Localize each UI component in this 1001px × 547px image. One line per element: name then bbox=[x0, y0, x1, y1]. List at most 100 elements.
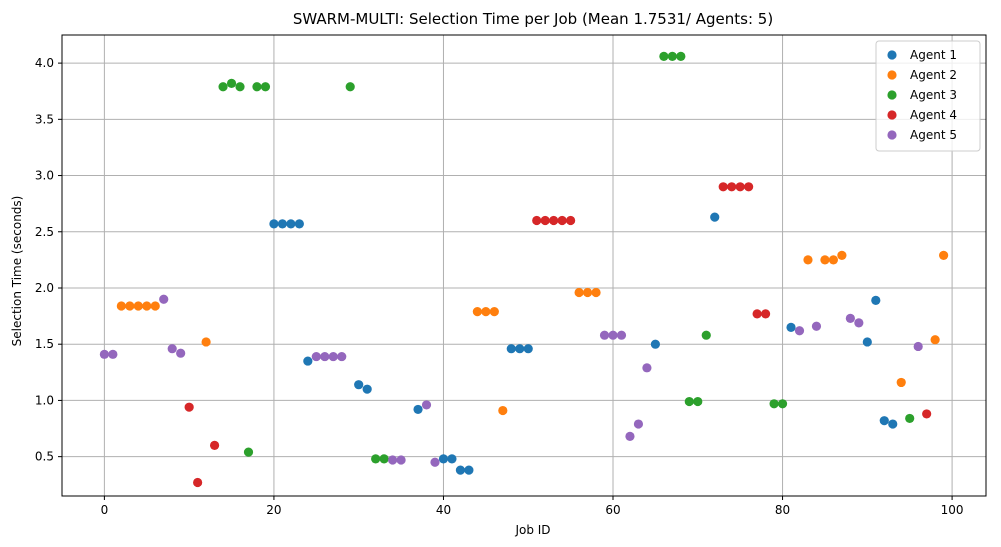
data-point-agent-4 bbox=[549, 215, 559, 226]
data-point-agent-5 bbox=[328, 351, 338, 362]
data-point-agent-2 bbox=[828, 255, 839, 265]
data-point-agent-5 bbox=[159, 294, 169, 304]
data-point-agent-2 bbox=[133, 301, 143, 311]
legend-label: Agent 5 bbox=[910, 128, 957, 142]
data-point-agent-2 bbox=[489, 307, 499, 317]
legend-label: Agent 4 bbox=[910, 108, 957, 122]
y-tick-label: 0.5 bbox=[35, 450, 54, 464]
data-point-agent-3 bbox=[260, 82, 271, 92]
data-point-agent-3 bbox=[676, 51, 686, 61]
data-point-agent-1 bbox=[786, 322, 796, 332]
data-point-agent-5 bbox=[633, 419, 644, 429]
legend-marker bbox=[887, 110, 897, 120]
data-point-agent-4 bbox=[566, 215, 576, 226]
data-point-agent-5 bbox=[176, 348, 186, 358]
data-point-agent-5 bbox=[311, 351, 321, 362]
y-tick-label: 3.0 bbox=[35, 169, 54, 183]
data-point-agent-5 bbox=[811, 321, 822, 331]
legend-label: Agent 3 bbox=[910, 88, 957, 102]
data-point-agent-3 bbox=[777, 399, 788, 409]
data-point-agent-2 bbox=[150, 301, 160, 311]
data-point-agent-1 bbox=[447, 454, 457, 464]
data-point-agent-5 bbox=[167, 344, 177, 354]
data-point-agent-2 bbox=[582, 287, 593, 298]
legend-box bbox=[875, 40, 981, 152]
data-point-agent-1 bbox=[354, 380, 364, 390]
y-tick-label: 2.5 bbox=[35, 225, 54, 239]
data-point-agent-5 bbox=[396, 455, 406, 465]
data-point-agent-5 bbox=[854, 318, 864, 328]
data-point-agent-1 bbox=[464, 465, 474, 475]
data-point-agent-2 bbox=[930, 335, 940, 345]
data-point-agent-4 bbox=[760, 309, 771, 319]
data-point-agent-5 bbox=[599, 330, 610, 340]
data-point-agent-3 bbox=[371, 454, 381, 464]
data-point-agent-4 bbox=[557, 215, 567, 226]
plot-frame bbox=[61, 34, 987, 497]
data-point-agent-3 bbox=[769, 399, 779, 409]
data-point-agent-1 bbox=[294, 219, 304, 229]
data-point-agent-2 bbox=[803, 255, 813, 265]
data-point-agent-1 bbox=[710, 212, 720, 222]
data-point-agent-2 bbox=[142, 301, 152, 311]
data-point-agent-5 bbox=[320, 351, 330, 362]
data-point-agent-2 bbox=[125, 301, 135, 311]
data-point-agent-2 bbox=[201, 337, 211, 347]
y-tick-label: 2.0 bbox=[35, 281, 54, 295]
data-point-agent-3 bbox=[226, 78, 237, 88]
data-point-agent-4 bbox=[193, 477, 203, 488]
legend-marker bbox=[887, 90, 897, 100]
data-point-agent-4 bbox=[540, 215, 550, 226]
legend-marker bbox=[887, 70, 897, 80]
data-point-agent-1 bbox=[438, 454, 449, 464]
data-point-agent-5 bbox=[421, 400, 432, 410]
grid bbox=[62, 35, 986, 496]
data-point-agent-5 bbox=[625, 431, 635, 442]
data-point-agent-5 bbox=[913, 341, 923, 352]
data-point-agent-4 bbox=[922, 409, 932, 419]
data-point-agent-5 bbox=[337, 351, 347, 362]
data-point-agent-3 bbox=[235, 82, 245, 92]
legend-marker bbox=[887, 50, 897, 60]
x-tick-label: 80 bbox=[775, 503, 790, 517]
data-point-agent-5 bbox=[388, 455, 398, 465]
data-point-agent-4 bbox=[727, 182, 737, 192]
data-point-agent-5 bbox=[642, 363, 652, 373]
data-point-agent-1 bbox=[455, 465, 466, 475]
data-point-agent-3 bbox=[218, 82, 228, 92]
y-tick-label: 1.5 bbox=[35, 337, 54, 351]
data-point-agent-1 bbox=[277, 219, 288, 229]
data-point-agent-1 bbox=[523, 344, 533, 354]
data-point-agent-5 bbox=[794, 326, 805, 336]
data-point-agent-3 bbox=[379, 454, 389, 464]
data-points bbox=[99, 51, 949, 488]
y-axis-label: Selection Time (seconds) bbox=[10, 196, 24, 347]
data-point-agent-2 bbox=[939, 250, 949, 260]
data-point-agent-2 bbox=[591, 287, 601, 298]
data-point-agent-5 bbox=[616, 330, 627, 340]
data-point-agent-1 bbox=[303, 356, 313, 366]
data-point-agent-1 bbox=[269, 219, 279, 229]
data-point-agent-1 bbox=[879, 416, 889, 426]
x-axis: 0 20 40 60 80 100 bbox=[101, 496, 964, 517]
data-point-agent-1 bbox=[515, 344, 525, 354]
data-point-agent-4 bbox=[735, 182, 745, 192]
data-point-agent-1 bbox=[650, 339, 660, 349]
data-point-agent-2 bbox=[116, 301, 126, 311]
data-point-agent-1 bbox=[862, 337, 872, 347]
data-point-agent-5 bbox=[108, 349, 118, 359]
data-point-agent-4 bbox=[209, 440, 220, 451]
data-point-agent-2 bbox=[896, 377, 906, 388]
x-tick-label: 100 bbox=[941, 503, 964, 517]
x-tick-label: 20 bbox=[266, 503, 281, 517]
data-point-agent-5 bbox=[430, 457, 440, 467]
chart-title: SWARM-MULTI: Selection Time per Job (Mea… bbox=[293, 10, 773, 28]
data-point-agent-2 bbox=[820, 255, 830, 265]
y-tick-label: 4.0 bbox=[35, 56, 54, 70]
data-point-agent-4 bbox=[752, 309, 762, 319]
y-tick-label: 1.0 bbox=[35, 393, 54, 407]
legend-label: Agent 1 bbox=[910, 48, 957, 62]
x-tick-label: 0 bbox=[101, 503, 109, 517]
